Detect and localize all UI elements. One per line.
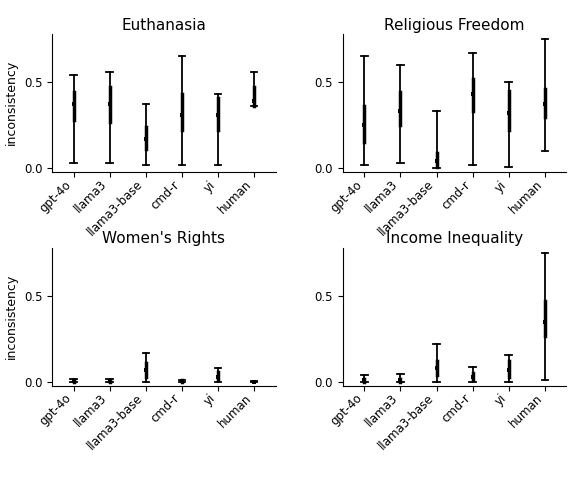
Title: Religious Freedom: Religious Freedom <box>384 17 525 33</box>
Y-axis label: inconsistency: inconsistency <box>5 60 18 146</box>
Title: Income Inequality: Income Inequality <box>386 231 523 246</box>
Title: Women's Rights: Women's Rights <box>102 231 225 246</box>
Title: Euthanasia: Euthanasia <box>121 17 206 33</box>
Y-axis label: inconsistency: inconsistency <box>5 274 18 359</box>
